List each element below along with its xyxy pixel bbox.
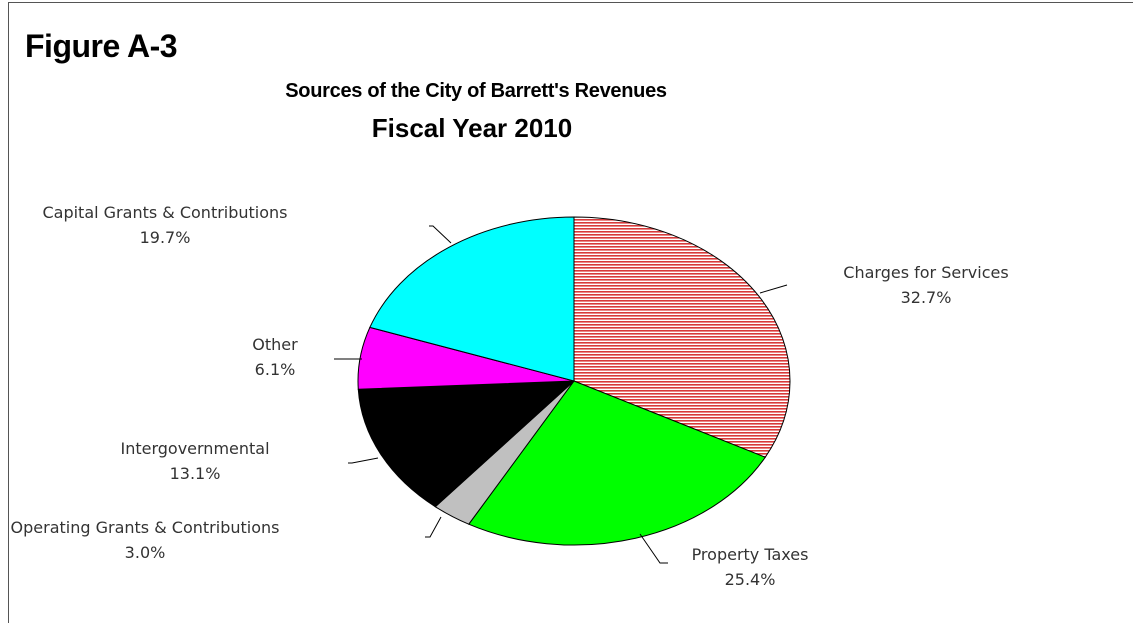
slice-label-value: 19.7% — [139, 228, 191, 247]
figure-label: Figure A-3 — [25, 28, 178, 64]
leader-line — [429, 225, 452, 244]
frame-border-left — [8, 2, 9, 623]
slice-label-name: Capital Grants & Contributions — [42, 203, 288, 222]
leader-line — [759, 284, 788, 294]
pie-slice-charges-for-services — [573, 216, 791, 458]
slice-label-value: 3.0% — [124, 543, 166, 562]
slice-label-name: Charges for Services — [843, 263, 1009, 282]
pie-slices — [357, 216, 791, 546]
slice-label: Operating Grants & Contributions 3.0% — [0, 515, 310, 565]
frame-border-top — [8, 2, 1133, 3]
slice-label-value: 13.1% — [169, 464, 221, 483]
leader-line — [639, 533, 668, 564]
slice-label-value: 32.7% — [900, 288, 952, 307]
slice-label-name: Property Taxes — [691, 545, 809, 564]
chart-title: Sources of the City of Barrett's Revenue… — [285, 80, 667, 102]
slice-label: Other 6.1% — [215, 332, 335, 382]
pie-leader-lines — [334, 225, 788, 564]
slice-label-value: 25.4% — [724, 570, 776, 589]
pie-slice-property-taxes — [467, 380, 766, 546]
slice-label-name: Intergovernmental — [120, 439, 270, 458]
leader-line — [348, 457, 379, 464]
slice-label: Intergovernmental 13.1% — [95, 436, 295, 486]
slice-label-name: Other — [252, 335, 298, 354]
leader-line — [425, 516, 442, 538]
slice-label: Property Taxes 25.4% — [645, 542, 855, 592]
slice-label-name: Operating Grants & Contributions — [10, 518, 280, 537]
pie-slice-capital-grants-contributions — [369, 216, 575, 382]
slice-label: Charges for Services 32.7% — [796, 260, 1056, 310]
chart-subtitle: Fiscal Year 2010 — [371, 113, 573, 143]
pie-slice-intergovernmental — [357, 380, 576, 508]
slice-label: Capital Grants & Contributions 19.7% — [15, 200, 315, 250]
slice-label-value: 6.1% — [254, 360, 296, 379]
